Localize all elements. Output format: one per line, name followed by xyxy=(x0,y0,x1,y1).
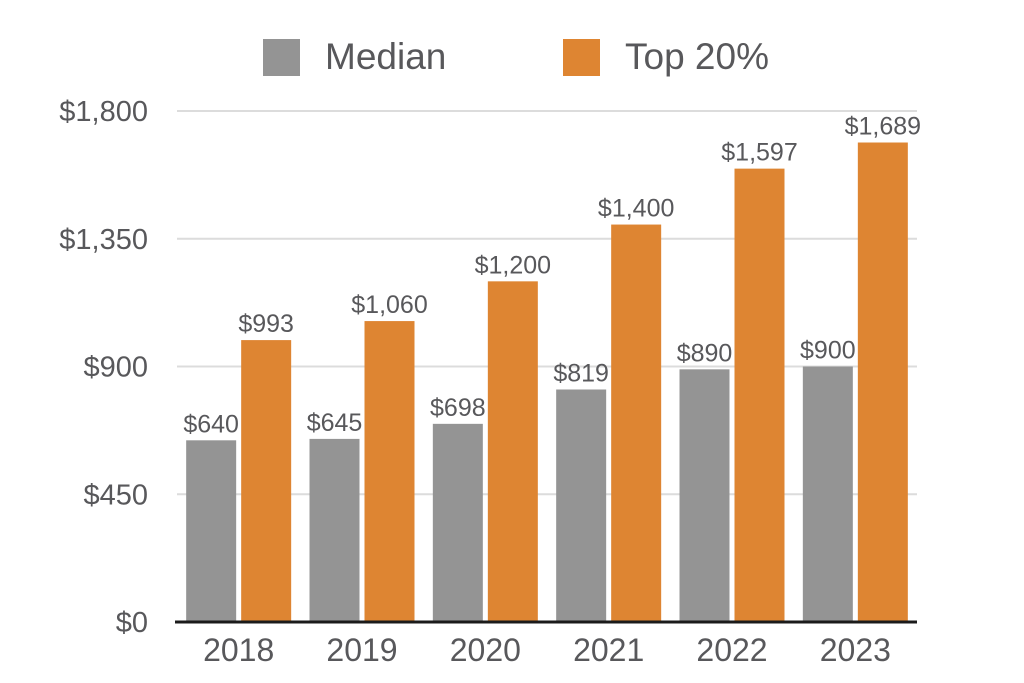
bar-median-2023 xyxy=(802,366,853,622)
bar-value-label: $993 xyxy=(238,310,294,338)
y-axis-tick-label: $1,800 xyxy=(59,96,148,128)
bar-top20-2019 xyxy=(364,321,415,622)
bar-value-label: $1,400 xyxy=(598,195,674,223)
bar-value-label: $1,200 xyxy=(475,251,551,279)
x-axis-label: 2023 xyxy=(820,632,891,668)
bar-value-label: $640 xyxy=(183,410,239,438)
legend-label-top20: Top 20% xyxy=(625,36,769,77)
bar-value-label: $645 xyxy=(307,409,363,437)
y-axis-tick-label: $900 xyxy=(83,352,148,384)
bar-value-label: $1,689 xyxy=(845,113,921,141)
bar-value-label: $1,060 xyxy=(351,291,427,319)
legend-item-top20: Top 20% xyxy=(563,36,769,78)
top20-legend-swatch-icon xyxy=(563,38,600,76)
bar-top20-2022 xyxy=(734,168,785,622)
bar-median-2021 xyxy=(556,389,607,622)
y-axis-tick-label: $0 xyxy=(116,607,148,639)
x-axis-label: 2019 xyxy=(326,632,397,668)
bar-value-label: $819 xyxy=(553,359,609,387)
bar-top20-2021 xyxy=(611,224,662,623)
y-axis-tick-label: $450 xyxy=(83,479,148,511)
bar-median-2018 xyxy=(186,440,237,622)
bar-top20-2018 xyxy=(241,340,292,622)
bar-value-label: $698 xyxy=(430,394,486,422)
bar-median-2019 xyxy=(309,438,360,622)
bar-median-2020 xyxy=(432,423,483,622)
bar-median-2022 xyxy=(679,369,730,622)
x-axis-label: 2021 xyxy=(573,632,644,668)
bar-value-label: $900 xyxy=(800,337,856,365)
median-legend-swatch-icon xyxy=(263,38,300,76)
x-axis-label: 2020 xyxy=(450,632,521,668)
y-axis-tick-label: $1,350 xyxy=(59,224,148,256)
bar-value-label: $1,597 xyxy=(721,139,797,167)
legend-item-median: Median xyxy=(263,36,446,78)
bar-top20-2020 xyxy=(487,281,538,622)
legend-label-median: Median xyxy=(325,36,447,77)
x-axis-label: 2018 xyxy=(203,632,274,668)
x-axis-label: 2022 xyxy=(696,632,767,668)
bar-top20-2023 xyxy=(857,142,908,623)
bar-value-label: $890 xyxy=(677,339,733,367)
